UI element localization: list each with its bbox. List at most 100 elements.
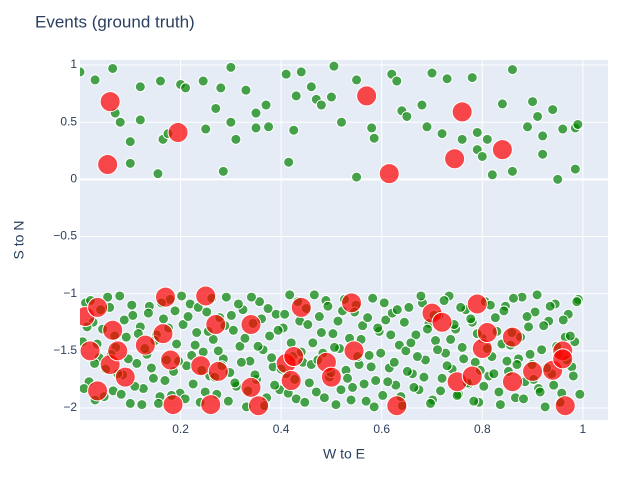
marker <box>438 295 450 307</box>
y-tick-label: 0.5 <box>60 114 77 128</box>
marker <box>367 292 379 304</box>
marker <box>124 136 136 148</box>
marker <box>368 401 380 413</box>
marker <box>378 297 390 309</box>
marker <box>134 334 156 356</box>
marker <box>250 122 262 134</box>
marker <box>240 376 262 398</box>
marker <box>260 99 272 111</box>
marker <box>547 104 559 116</box>
marker <box>207 360 229 382</box>
chart-title: Events (ground truth) <box>35 12 195 31</box>
marker <box>197 75 209 87</box>
marker <box>227 324 239 336</box>
marker <box>552 348 574 370</box>
marker <box>295 66 307 78</box>
marker <box>507 292 519 304</box>
marker <box>400 345 412 357</box>
marker <box>370 375 382 387</box>
marker <box>305 81 317 93</box>
marker <box>229 377 241 389</box>
markers <box>80 60 586 417</box>
marker <box>252 340 264 352</box>
marker <box>335 384 347 396</box>
marker <box>557 123 569 135</box>
marker <box>538 320 550 332</box>
marker <box>569 163 581 175</box>
marker <box>408 381 420 393</box>
marker <box>486 169 498 181</box>
marker <box>115 388 127 400</box>
marker <box>418 371 430 383</box>
marker <box>552 173 564 185</box>
marker <box>318 392 330 404</box>
marker <box>424 397 436 409</box>
marker <box>436 128 448 140</box>
marker <box>124 397 136 409</box>
marker <box>126 299 138 311</box>
marker <box>378 163 400 185</box>
y-tick-label: −1.5 <box>53 343 77 357</box>
marker <box>187 378 199 390</box>
y-tick-label: −2 <box>63 400 77 414</box>
marker <box>248 395 270 417</box>
y-tick-label: −1 <box>63 286 77 300</box>
marker <box>506 64 518 76</box>
marker <box>302 319 314 331</box>
marker <box>478 380 490 392</box>
labels: 0.2 0.4 0.6 0.8 1 1 0.5 0 −0.5 −1 −1.5 −2 <box>53 57 586 436</box>
marker <box>195 285 217 307</box>
marker <box>315 99 327 111</box>
marker <box>162 394 184 416</box>
marker <box>405 337 417 349</box>
marker <box>145 362 157 374</box>
marker <box>471 126 483 138</box>
y-tick-label: 1 <box>70 57 77 71</box>
marker <box>171 338 183 350</box>
marker <box>527 96 539 108</box>
marker <box>239 332 251 344</box>
marker <box>430 335 442 347</box>
marker <box>330 399 342 411</box>
marker <box>97 153 119 175</box>
marker <box>493 386 505 398</box>
marker <box>386 395 408 417</box>
marker <box>87 296 109 318</box>
marker <box>262 303 274 315</box>
marker <box>343 340 365 362</box>
marker <box>537 130 549 142</box>
marker <box>290 296 312 318</box>
marker <box>280 68 292 80</box>
marker <box>245 291 257 303</box>
marker <box>380 314 392 326</box>
marker <box>279 308 291 320</box>
marker <box>466 72 478 84</box>
marker <box>152 168 164 180</box>
marker <box>415 290 427 302</box>
marker <box>488 368 500 380</box>
marker <box>210 102 222 114</box>
marker <box>230 133 242 145</box>
marker <box>388 356 400 368</box>
marker <box>283 156 295 168</box>
marker <box>215 82 227 94</box>
marker <box>531 289 543 301</box>
y-tick-label: −0.5 <box>53 229 77 243</box>
marker <box>571 296 583 308</box>
marker <box>481 133 493 145</box>
marker <box>222 395 234 407</box>
marker <box>154 75 166 87</box>
marker <box>201 306 213 318</box>
marker <box>80 66 86 78</box>
marker <box>461 365 483 387</box>
marker <box>426 67 438 79</box>
marker <box>572 118 584 130</box>
marker <box>468 395 480 407</box>
marker <box>114 290 126 302</box>
marker <box>89 74 101 86</box>
marker <box>152 323 174 345</box>
marker <box>124 157 136 169</box>
marker <box>494 399 506 411</box>
marker <box>234 340 246 352</box>
marker <box>264 330 276 342</box>
